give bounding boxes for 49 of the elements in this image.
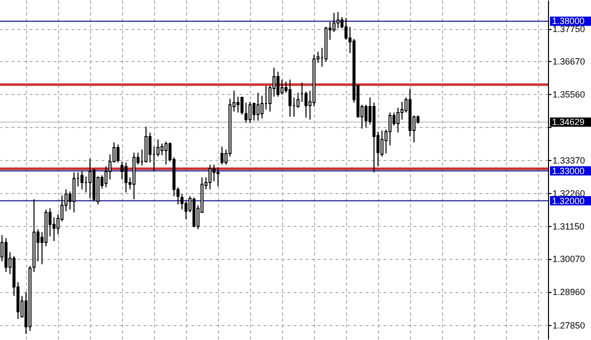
candlestick [116, 144, 120, 163]
ref-line-label: 1.32000 [552, 196, 585, 206]
y-tick-label: 1.37750 [552, 24, 586, 34]
candlestick [248, 101, 252, 124]
y-tick-label: 1.35560 [552, 90, 586, 100]
candlestick [156, 138, 160, 157]
candlestick [260, 95, 264, 119]
candlestick [212, 164, 216, 182]
candlestick [164, 141, 168, 166]
y-tick-label: 1.31150 [552, 222, 584, 232]
ref-line-label: 1.38000 [552, 16, 585, 26]
candlestick [380, 130, 384, 157]
candlestick [252, 102, 256, 122]
candlestick [304, 91, 308, 118]
candlestick [72, 172, 76, 213]
candlestick [256, 92, 260, 122]
candlestick [124, 162, 128, 193]
y-tick-label: 1.28960 [552, 287, 586, 298]
candlestick [388, 112, 392, 146]
candlestick [160, 143, 164, 156]
y-tick-label: 1.30070 [552, 254, 586, 264]
ref-line-label: 1.33000 [552, 166, 585, 176]
y-tick-label: 1.27850 [552, 320, 586, 330]
candlestick [220, 146, 224, 166]
candlestick [88, 158, 92, 199]
candlestick [148, 132, 152, 163]
candlestick [80, 170, 84, 190]
candlestick [336, 11, 340, 29]
candlestick [240, 96, 244, 116]
candlestick [180, 194, 184, 210]
candlestick [332, 12, 336, 33]
candlestick [216, 166, 220, 187]
y-tick-label: 1.32260 [552, 188, 586, 198]
candlestick [280, 79, 284, 96]
candlestick [236, 96, 240, 113]
candlestick [364, 104, 368, 128]
candlestick [296, 92, 300, 108]
candlestick [288, 79, 292, 118]
candlestick [120, 161, 124, 180]
y-tick-label: 1.33370 [552, 155, 586, 166]
candlestick [276, 71, 280, 98]
ref-line-label: 1.34629 [552, 117, 585, 128]
candlestick [344, 17, 348, 40]
candlestick [208, 164, 212, 190]
candlestick [244, 102, 248, 124]
candlestick [184, 200, 188, 220]
candlestick [396, 107, 400, 134]
y-tick-label: 1.36670 [552, 56, 586, 67]
candlestick [400, 101, 404, 120]
